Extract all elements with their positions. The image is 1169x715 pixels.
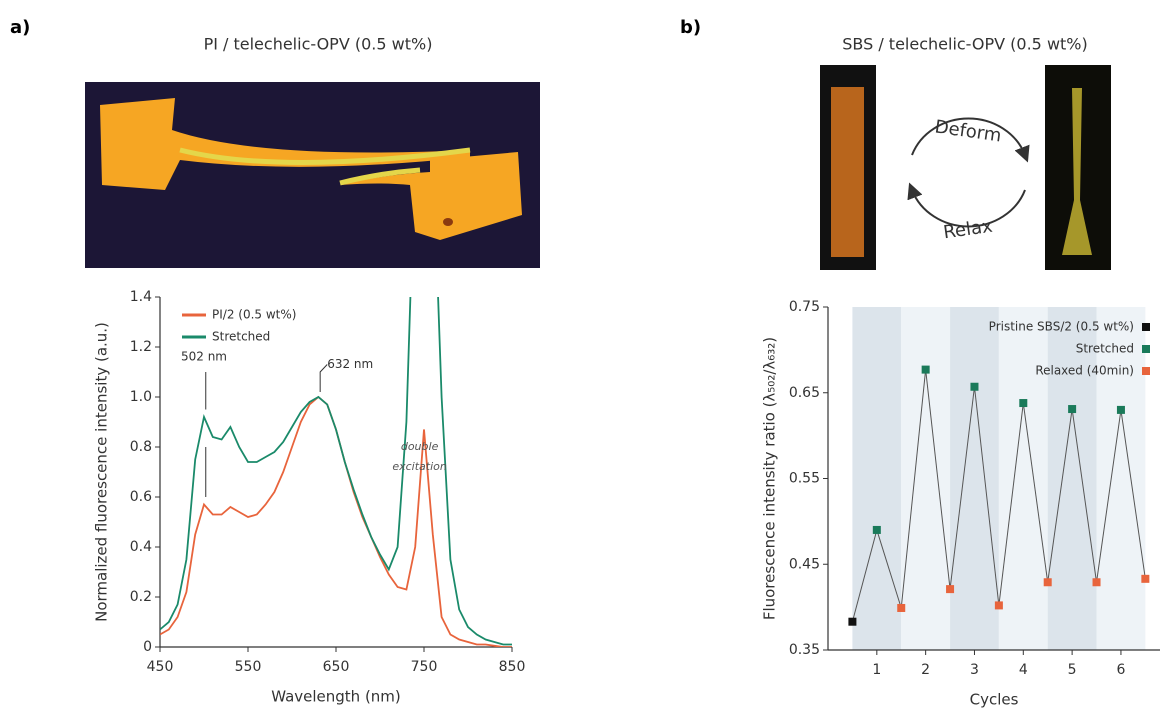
legend-label: Pristine SBS/2 (0.5 wt%) bbox=[989, 320, 1134, 334]
x-tick-label: 3 bbox=[970, 662, 979, 678]
legend-swatch bbox=[1142, 367, 1150, 375]
annotation: double bbox=[401, 440, 439, 453]
y-tick-label: 0.65 bbox=[789, 385, 820, 401]
legend-label: Relaxed (40min) bbox=[1035, 364, 1134, 378]
marker bbox=[1116, 405, 1125, 414]
x-tick-label: 6 bbox=[1116, 662, 1125, 678]
x-tick-label: 1 bbox=[872, 662, 881, 678]
line-series bbox=[160, 297, 512, 646]
connector bbox=[973, 386, 1000, 606]
marker bbox=[970, 382, 979, 391]
marker bbox=[1092, 578, 1101, 587]
y-tick-label: 1.0 bbox=[130, 389, 152, 405]
y-axis-label: Normalized fluorescence intensity (a.u.) bbox=[93, 322, 111, 622]
y-tick-label: 0.45 bbox=[789, 556, 820, 572]
x-tick-label: 450 bbox=[147, 659, 174, 675]
y-tick-label: 1.2 bbox=[130, 339, 152, 355]
annotation: 632 nm bbox=[327, 357, 373, 371]
connector bbox=[925, 369, 951, 590]
y-tick-label: 0.2 bbox=[130, 589, 152, 605]
y-tick-label: 0.6 bbox=[130, 489, 152, 505]
plot-area bbox=[160, 297, 512, 647]
y-tick-label: 0 bbox=[143, 639, 152, 655]
connector bbox=[949, 386, 975, 590]
marker bbox=[1043, 578, 1052, 587]
photo bbox=[820, 65, 1111, 270]
legend-swatch bbox=[1142, 323, 1150, 331]
y-tick-label: 0.8 bbox=[130, 439, 152, 455]
cycle-band bbox=[950, 307, 999, 650]
x-tick-label: 650 bbox=[323, 659, 350, 675]
x-tick-label: 550 bbox=[235, 659, 262, 675]
connector bbox=[998, 402, 1024, 606]
x-tick-label: 850 bbox=[499, 659, 526, 675]
x-tick-label: 4 bbox=[1019, 662, 1028, 678]
legend-label: Stretched bbox=[1076, 342, 1134, 356]
y-tick-label: 0.55 bbox=[789, 471, 820, 487]
connector bbox=[1071, 408, 1098, 583]
legend-swatch bbox=[1142, 345, 1150, 353]
annotation: excitation bbox=[392, 460, 447, 473]
annotation-line bbox=[319, 364, 328, 392]
x-tick-label: 5 bbox=[1068, 662, 1077, 678]
marker bbox=[1068, 405, 1077, 414]
x-tick-label: 2 bbox=[921, 662, 930, 678]
cycle-band bbox=[998, 307, 1048, 650]
cycle-band bbox=[901, 307, 951, 650]
legend-label: Stretched bbox=[212, 330, 270, 344]
panel-title: SBS / telechelic-OPV (0.5 wt%) bbox=[842, 35, 1088, 54]
marker bbox=[921, 365, 930, 374]
y-tick-label: 0.35 bbox=[789, 642, 820, 658]
panel-title: PI / telechelic-OPV (0.5 wt%) bbox=[204, 35, 433, 54]
connector bbox=[1022, 402, 1049, 583]
marker bbox=[897, 603, 906, 612]
marker bbox=[994, 601, 1003, 610]
y-tick-label: 0.75 bbox=[789, 299, 820, 315]
y-axis-label: Fluorescence intensity ratio (λ₅₀₂/λ₆₃₂) bbox=[761, 337, 779, 620]
marker bbox=[1019, 399, 1028, 408]
panel-label: b) bbox=[680, 17, 701, 38]
annotation: Relax bbox=[942, 216, 994, 244]
connector bbox=[1120, 409, 1146, 579]
connector bbox=[851, 529, 878, 622]
connector bbox=[876, 529, 902, 609]
connector bbox=[1047, 408, 1073, 583]
photo bbox=[85, 82, 540, 268]
legend-label: PI/2 (0.5 wt%) bbox=[212, 308, 296, 322]
marker bbox=[872, 525, 881, 534]
marker bbox=[848, 617, 857, 626]
cycle-band bbox=[852, 307, 902, 650]
x-tick-label: 750 bbox=[411, 659, 438, 675]
marker bbox=[946, 585, 955, 594]
x-axis-label: Wavelength (nm) bbox=[271, 688, 401, 706]
connector bbox=[1096, 409, 1122, 583]
panel-label: a) bbox=[10, 17, 30, 38]
cycle-band bbox=[1047, 307, 1097, 650]
annotation: Deform bbox=[933, 116, 1002, 146]
annotation: 502 nm bbox=[181, 350, 227, 364]
y-tick-label: 0.4 bbox=[130, 539, 152, 555]
cycle-band bbox=[1096, 307, 1146, 650]
x-axis-label: Cycles bbox=[970, 691, 1019, 709]
marker bbox=[1141, 574, 1150, 583]
connector bbox=[900, 369, 927, 609]
y-tick-label: 1.4 bbox=[130, 289, 152, 305]
